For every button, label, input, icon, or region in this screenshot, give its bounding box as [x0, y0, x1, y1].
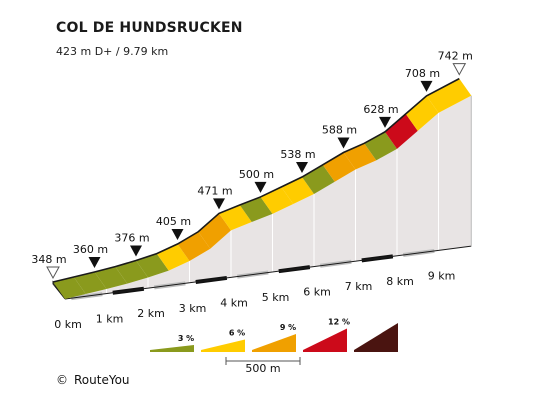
elevation-label: 405 m	[156, 215, 191, 228]
elevation-label: 628 m	[363, 103, 398, 116]
credit-label: RouteYou	[74, 373, 130, 387]
start-end-marker-icon	[46, 266, 60, 280]
legend-label: 6 %	[229, 329, 245, 338]
km-tick-label: 5 km	[262, 291, 290, 304]
legend-label: 3 %	[178, 334, 194, 343]
elevation-label: 538 m	[280, 148, 315, 161]
elevation-label: 360 m	[73, 243, 108, 256]
elevation-marker-icon	[88, 257, 101, 269]
elevation-label: 376 m	[114, 232, 149, 245]
road-segment	[177, 231, 211, 262]
road-segment	[73, 272, 107, 295]
km-tick-label: 4 km	[220, 296, 248, 309]
start-end-marker-icon	[452, 63, 467, 76]
road-segment	[385, 113, 418, 149]
road-segment	[426, 78, 472, 113]
legend-swatch	[303, 328, 347, 352]
elevation-marker-icon	[379, 116, 391, 128]
elevation-marker-icon	[130, 245, 142, 257]
road-segment	[136, 253, 169, 278]
credit: © RouteYou	[56, 373, 130, 387]
km-tick-label: 9 km	[428, 269, 456, 282]
road-segment	[322, 152, 356, 182]
elevation-marker-icon	[337, 137, 350, 149]
legend-swatch	[252, 334, 296, 352]
road-segment	[198, 213, 231, 249]
copyright-icon: ©	[56, 373, 68, 387]
km-tick-label: 2 km	[137, 307, 165, 320]
road-far-edge	[52, 77, 460, 283]
elevation-label: 471 m	[197, 184, 232, 197]
legend-swatch	[201, 339, 245, 352]
elevation-marker-icon	[254, 181, 267, 193]
road-segment	[405, 95, 439, 131]
profile-baseline	[64, 245, 472, 300]
legend-label: 9 %	[280, 323, 296, 332]
road-segment	[343, 143, 377, 170]
km-tick-label: 3 km	[179, 302, 207, 315]
road-segment	[239, 196, 273, 222]
km-tick-label: 8 km	[386, 275, 414, 288]
elevation-label: 742 m	[438, 50, 473, 63]
road-segment	[94, 266, 128, 290]
elevation-label: 708 m	[405, 67, 440, 80]
elevation-marker-icon	[171, 229, 184, 241]
road-segment	[219, 204, 252, 231]
legend-label: 12 %	[328, 318, 350, 327]
elevation-label: 588 m	[322, 124, 357, 137]
chart-title: COL DE HUNDSRUCKEN	[56, 20, 243, 36]
elevation-label: 500 m	[239, 168, 274, 181]
road-segment	[302, 164, 335, 195]
km-tick-label: 1 km	[96, 313, 124, 326]
chart-subtitle: 423 m D+ / 9.79 km	[56, 45, 169, 58]
legend-swatch	[354, 323, 398, 352]
km-tick-label: 7 km	[345, 280, 373, 293]
elevation-label: 348 m	[31, 253, 66, 266]
profile-side-wall	[65, 95, 472, 299]
elevation-marker-icon	[213, 198, 225, 210]
km-tick-label: 0 km	[54, 318, 82, 331]
km-tick-label: 6 km	[303, 286, 331, 299]
road-segment	[115, 260, 148, 284]
legend-scale-label: 500 m	[245, 362, 280, 375]
road-segment	[53, 277, 86, 299]
legend-swatch	[150, 345, 194, 352]
elevation-marker-icon	[296, 162, 308, 174]
elevation-marker-icon	[420, 80, 433, 92]
